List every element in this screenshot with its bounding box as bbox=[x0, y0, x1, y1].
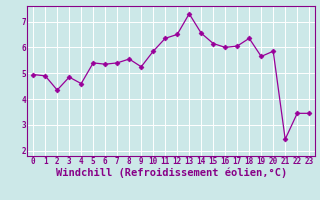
X-axis label: Windchill (Refroidissement éolien,°C): Windchill (Refroidissement éolien,°C) bbox=[56, 168, 287, 178]
